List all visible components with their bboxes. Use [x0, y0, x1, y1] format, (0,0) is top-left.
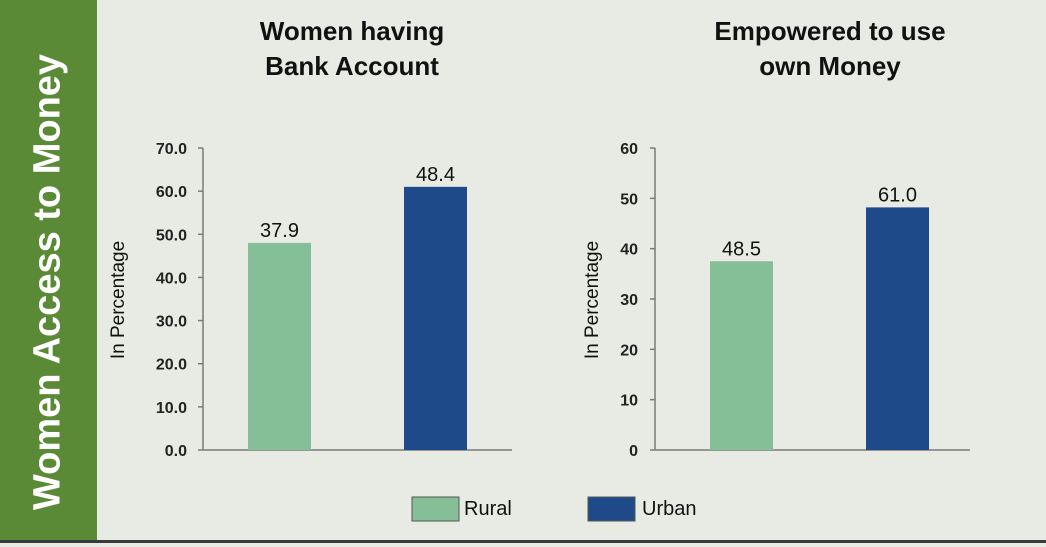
y-tick-label: 20: [620, 342, 638, 359]
y-tick-label: 50: [620, 191, 638, 208]
bar-rural: [710, 261, 773, 450]
y-tick-label: 30: [620, 292, 638, 309]
y-tick-label: 10: [620, 393, 638, 410]
y-tick-label: 60.0: [156, 184, 187, 201]
bar-data-label: 37.9: [260, 220, 299, 242]
y-tick-label: 40: [620, 242, 638, 259]
y-axis-label: In Percentage: [108, 241, 129, 359]
sidebar-band: Women Access to Money: [0, 0, 97, 540]
bar-urban: [866, 207, 929, 450]
legend-label: Urban: [642, 498, 696, 520]
chart-title-line: Empowered to use: [714, 16, 945, 46]
y-tick-label: 50.0: [156, 227, 187, 244]
bar-data-label: 48.5: [722, 238, 761, 260]
y-tick-label: 60: [620, 141, 638, 158]
y-tick-label: 30.0: [156, 314, 187, 331]
y-tick-label: 10.0: [156, 400, 187, 417]
bottom-divider: [0, 540, 1046, 543]
bar-data-label: 48.4: [416, 164, 455, 186]
legend-label: Rural: [464, 498, 512, 520]
bar-rural: [248, 242, 311, 450]
y-tick-label: 0.0: [165, 443, 187, 460]
chart-title-line: Women having: [260, 16, 444, 46]
chart-title-line: own Money: [759, 51, 901, 81]
y-tick-label: 70.0: [156, 141, 187, 158]
y-axis-label: In Percentage: [582, 241, 603, 359]
legend-swatch-urban: [587, 496, 636, 522]
chart-title-line: Bank Account: [265, 51, 439, 81]
y-tick-label: 0: [629, 443, 638, 460]
y-tick-label: 40.0: [156, 270, 187, 287]
bar-data-label: 61.0: [878, 184, 917, 206]
y-tick-label: 20.0: [156, 357, 187, 374]
bar-urban: [404, 186, 467, 451]
legend-swatch-rural: [411, 496, 460, 522]
